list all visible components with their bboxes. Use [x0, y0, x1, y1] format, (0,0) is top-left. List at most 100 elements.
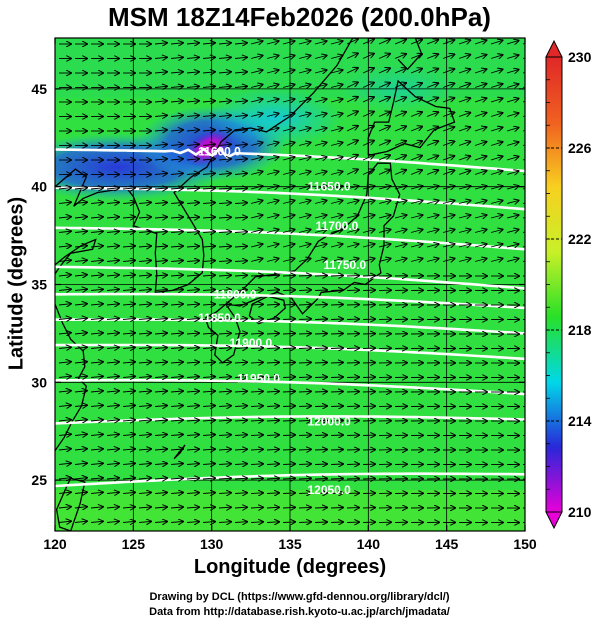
wind-arrow [330, 493, 343, 494]
wind-arrow [330, 99, 343, 102]
wind-arrow [362, 83, 374, 88]
wind-arrow [218, 391, 231, 392]
wind-arrow [154, 420, 167, 421]
wind-arrow [170, 101, 183, 102]
wind-arrow [170, 43, 183, 44]
wind-arrow [490, 127, 503, 131]
wind-arrow [138, 463, 151, 464]
wind-arrow [234, 115, 247, 116]
wind-arrow [378, 155, 390, 161]
wind-arrow [58, 304, 71, 305]
wind-arrow [218, 348, 231, 349]
wind-arrow [250, 172, 263, 175]
wind-arrow [250, 85, 263, 88]
wind-arrow [378, 97, 390, 103]
wind-arrow [122, 231, 135, 232]
wind-arrow [234, 275, 247, 276]
wind-arrow [90, 275, 103, 276]
wind-arrow [74, 275, 87, 276]
wind-arrow [218, 217, 231, 218]
wind-arrow [298, 99, 311, 102]
wind-arrow [234, 72, 247, 73]
wind-arrow [138, 347, 151, 348]
wind-arrow [154, 130, 167, 131]
wind-arrow [266, 172, 279, 175]
wind-arrow [394, 186, 407, 189]
wind-arrow [330, 186, 343, 189]
wind-arrow [250, 406, 263, 407]
wind-arrow [506, 113, 519, 116]
wind-arrow [170, 435, 183, 436]
wind-arrow [186, 188, 199, 189]
wind-arrow [298, 230, 311, 233]
x-axis-label: Longitude (degrees) [193, 556, 387, 578]
wind-arrow [106, 434, 119, 435]
wind-arrow [122, 246, 135, 247]
wind-arrow [234, 420, 247, 421]
wind-arrow [426, 40, 438, 45]
wind-arrow [314, 450, 327, 451]
wind-arrow [314, 244, 327, 247]
wind-arrow [266, 304, 279, 305]
wind-arrow [410, 170, 422, 175]
wind-arrow [362, 126, 374, 132]
wind-arrow [186, 43, 199, 44]
wind-arrow [250, 143, 263, 146]
wind-arrow [170, 86, 183, 87]
wind-arrow [362, 170, 374, 175]
wind-arrow [474, 244, 487, 247]
coast-russia [220, 38, 354, 143]
wind-arrow [458, 186, 471, 189]
wind-arrow [298, 493, 311, 494]
wind-arrow [250, 128, 263, 131]
wind-arrow [282, 406, 295, 407]
wind-arrow [250, 259, 263, 262]
wind-arrow [234, 173, 247, 174]
wind-arrow [74, 405, 87, 406]
credit-data-source: Data from http://database.rish.kyoto-u.a… [149, 606, 450, 618]
wind-arrow [474, 230, 487, 233]
wind-arrow [154, 217, 167, 218]
wind-arrow [442, 215, 455, 218]
wind-arrow [170, 115, 183, 116]
wind-arrow [330, 450, 343, 451]
wind-arrow [58, 362, 71, 363]
wind-arrow [234, 507, 247, 508]
wind-arrow [266, 522, 279, 523]
wind-arrow [314, 172, 327, 175]
wind-arrow [218, 144, 231, 145]
wind-arrow [314, 85, 327, 88]
wind-arrow [234, 464, 247, 465]
wind-arrow [154, 261, 167, 262]
wind-arrow [378, 201, 391, 204]
wind-arrow [154, 290, 167, 291]
x-tick-label: 130 [200, 536, 224, 552]
wind-arrow [154, 348, 167, 349]
wind-arrow [442, 83, 454, 87]
wind-arrow [330, 435, 343, 436]
wind-arrow [58, 231, 71, 232]
wind-arrow [330, 85, 343, 88]
wind-arrow [442, 40, 454, 44]
wind-arrow [266, 377, 279, 378]
wind-arrow [282, 99, 295, 102]
wind-arrow [202, 188, 215, 189]
wind-arrow [442, 230, 455, 233]
wind-arrow [250, 157, 263, 160]
wind-arrow [506, 230, 519, 233]
wind-arrow [506, 157, 519, 160]
wind-arrow [90, 188, 103, 189]
wind-arrow [394, 230, 407, 233]
wind-arrow [74, 478, 87, 479]
wind-arrow [218, 333, 231, 334]
wind-arrow [218, 522, 231, 523]
wind-arrow [298, 186, 311, 189]
wind-arrow [154, 86, 167, 87]
wind-arrow [330, 201, 343, 204]
wind-arrow [202, 478, 215, 479]
wind-arrow [122, 260, 135, 261]
wind-arrow [298, 143, 311, 146]
wind-arrow [186, 507, 199, 508]
wind-arrow [314, 305, 327, 306]
wind-arrow [218, 159, 231, 160]
